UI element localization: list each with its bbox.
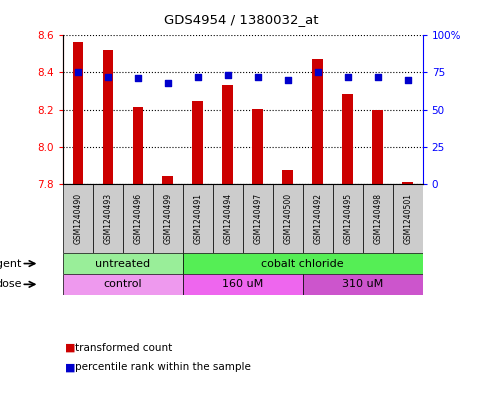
Text: GSM1240500: GSM1240500: [283, 193, 292, 244]
Text: GSM1240493: GSM1240493: [103, 193, 112, 244]
Bar: [102, 50, 113, 184]
Bar: [193, 101, 203, 184]
Bar: [183, 274, 303, 295]
Bar: [303, 184, 333, 253]
Text: ■: ■: [65, 343, 76, 353]
Bar: [342, 94, 353, 184]
Text: control: control: [103, 279, 142, 289]
Text: GDS4954 / 1380032_at: GDS4954 / 1380032_at: [164, 13, 319, 26]
Text: agent: agent: [0, 259, 21, 268]
Bar: [283, 170, 293, 184]
Bar: [372, 110, 383, 184]
Bar: [242, 184, 273, 253]
Text: GSM1240497: GSM1240497: [253, 193, 262, 244]
Bar: [123, 184, 153, 253]
Point: [224, 72, 231, 79]
Point: [284, 77, 292, 83]
Bar: [363, 184, 393, 253]
Bar: [93, 184, 123, 253]
Point: [164, 80, 171, 86]
Bar: [153, 184, 183, 253]
Bar: [333, 184, 363, 253]
Bar: [63, 274, 183, 295]
Text: cobalt chloride: cobalt chloride: [261, 259, 344, 268]
Point: [344, 74, 352, 80]
Point: [404, 77, 412, 83]
Text: percentile rank within the sample: percentile rank within the sample: [75, 362, 251, 373]
Point: [194, 74, 201, 80]
Text: GSM1240495: GSM1240495: [343, 193, 352, 244]
Text: GSM1240490: GSM1240490: [73, 193, 82, 244]
Point: [104, 74, 112, 80]
Bar: [223, 84, 233, 184]
Bar: [183, 184, 213, 253]
Point: [134, 75, 142, 82]
Point: [314, 69, 322, 75]
Text: ■: ■: [65, 362, 76, 373]
Bar: [213, 184, 242, 253]
Text: GSM1240494: GSM1240494: [223, 193, 232, 244]
Text: GSM1240501: GSM1240501: [403, 193, 412, 244]
Text: GSM1240496: GSM1240496: [133, 193, 142, 244]
Text: GSM1240492: GSM1240492: [313, 193, 322, 244]
Bar: [162, 176, 173, 184]
Bar: [393, 184, 423, 253]
Point: [254, 74, 262, 80]
Bar: [132, 107, 143, 184]
Bar: [63, 184, 93, 253]
Bar: [303, 274, 423, 295]
Text: dose: dose: [0, 279, 21, 289]
Bar: [183, 253, 423, 274]
Text: 160 uM: 160 uM: [222, 279, 263, 289]
Bar: [63, 253, 183, 274]
Bar: [313, 59, 323, 184]
Point: [374, 74, 382, 80]
Text: GSM1240491: GSM1240491: [193, 193, 202, 244]
Text: GSM1240499: GSM1240499: [163, 193, 172, 244]
Text: 310 uM: 310 uM: [342, 279, 384, 289]
Bar: [72, 42, 83, 184]
Point: [74, 69, 82, 75]
Bar: [253, 109, 263, 184]
Bar: [273, 184, 303, 253]
Bar: [402, 182, 413, 184]
Text: untreated: untreated: [95, 259, 150, 268]
Text: transformed count: transformed count: [75, 343, 172, 353]
Text: GSM1240498: GSM1240498: [373, 193, 382, 244]
